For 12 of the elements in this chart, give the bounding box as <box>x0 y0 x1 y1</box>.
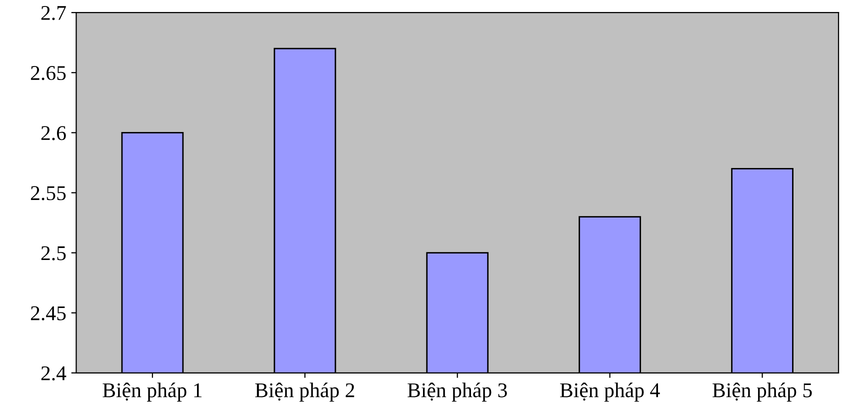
y-tick-label: 2.6 <box>41 126 66 140</box>
x-tick-label: Biện pháp 2 <box>255 382 354 402</box>
y-tick-label: 2.4 <box>41 366 66 380</box>
x-tick-label: Biện pháp 1 <box>102 382 202 402</box>
y-tick-label: 2.65 <box>30 66 66 80</box>
x-tick-label: Biện pháp 3 <box>408 382 507 402</box>
y-tick-label: 2.7 <box>41 6 66 20</box>
y-tick-label: 2.55 <box>30 186 66 200</box>
y-tick-label: 2.45 <box>30 306 66 320</box>
x-tick-label: Biện pháp 5 <box>712 382 812 402</box>
x-tick-label: Biện pháp 4 <box>560 382 660 402</box>
y-tick-label: 2.5 <box>41 246 66 260</box>
